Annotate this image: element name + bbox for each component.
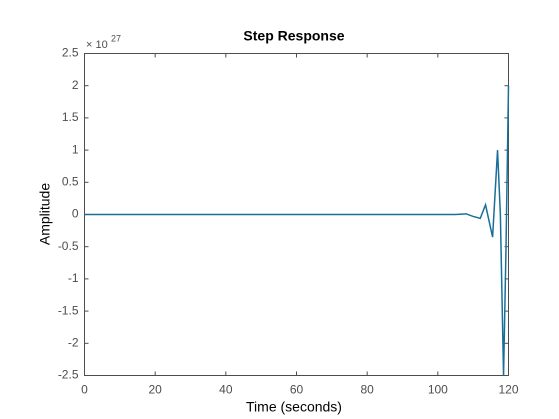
y-tick-label: 0	[72, 207, 79, 221]
chart-title: Step Response	[243, 28, 344, 44]
x-axis-label: Time (seconds)	[246, 399, 342, 415]
x-tick-label: 60	[290, 383, 304, 397]
y-tick-label: 1	[72, 142, 79, 156]
y-tick-label: -2	[68, 335, 79, 349]
x-tick-label: 20	[148, 383, 162, 397]
y-tick-label: -1.5	[58, 303, 79, 317]
x-tick-label: 80	[360, 383, 374, 397]
y-tick-label: -2.5	[58, 368, 79, 382]
x-tick-label: 100	[428, 383, 448, 397]
y-scale-exponent: 27	[111, 33, 121, 43]
y-axis-label: Amplitude	[37, 183, 53, 245]
y-tick-label: 0.5	[62, 174, 79, 188]
y-tick-label: 2.5	[62, 46, 79, 60]
x-tick-label: 0	[81, 383, 88, 397]
x-tick-label: 40	[219, 383, 233, 397]
x-tick-label: 120	[498, 383, 518, 397]
y-tick-label: 2	[72, 78, 79, 92]
y-tick-label: -0.5	[58, 239, 79, 253]
y-tick-label: 1.5	[62, 110, 79, 124]
line-series	[84, 85, 510, 376]
y-tick-label: -1	[68, 271, 79, 285]
y-scale-label: × 10	[86, 39, 108, 51]
